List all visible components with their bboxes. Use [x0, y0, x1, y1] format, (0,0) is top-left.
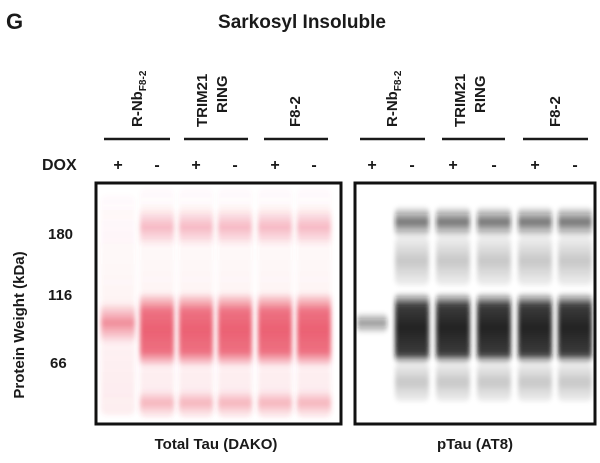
- band-at8-smear-2: [436, 236, 470, 286]
- dox-label: DOX: [42, 157, 77, 174]
- lane-group-labels: R-NbF8-2 TRIM21 RING F8-2 R-NbF8-2 TRIM21 RING…: [129, 70, 564, 127]
- dox-sign-1-2: +: [448, 157, 457, 174]
- band-at8-main-5: [558, 292, 592, 364]
- band-at8-smear-5: [558, 236, 592, 286]
- panel-letter: G: [6, 9, 23, 34]
- group-label-0-0: R-NbF8-2: [129, 70, 149, 127]
- band-dako-low-4: [258, 390, 292, 416]
- band-dako-low-5: [297, 390, 331, 416]
- group-label-1-2: F8-2: [547, 96, 564, 127]
- marker-180: 180: [48, 226, 73, 243]
- band-at8-main-0: [357, 312, 387, 334]
- band-at8-tail-3: [477, 362, 511, 402]
- dox-sign-1-3: -: [491, 157, 496, 174]
- band-at8-high-1: [395, 206, 429, 238]
- dox-sign-1-1: -: [409, 157, 414, 174]
- band-dako-smear-0: [101, 195, 135, 415]
- band-dako-smear-4: [258, 188, 292, 418]
- dox-sign-0-1: -: [154, 157, 159, 174]
- band-at8-main-3: [477, 292, 511, 364]
- band-dako-smear-5: [297, 188, 331, 418]
- dox-sign-0-2: +: [191, 157, 200, 174]
- dox-sign-1-5: -: [572, 157, 577, 174]
- band-at8-high-5: [558, 206, 592, 238]
- group-label-0-1: TRIM21: [194, 74, 211, 127]
- group-label-line2-0-1: RING: [214, 76, 231, 114]
- blot-frame-ptau: [353, 181, 597, 426]
- band-dako-smear-3: [218, 188, 252, 418]
- marker-116: 116: [48, 287, 72, 304]
- band-at8-tail-1: [395, 362, 429, 402]
- dox-signs: + - + - + - + - + - + -: [113, 157, 577, 174]
- dox-sign-0-0: +: [113, 157, 122, 174]
- blot-lanes: [101, 188, 592, 418]
- band-at8-main-2: [436, 292, 470, 364]
- band-at8-tail-2: [436, 362, 470, 402]
- dox-sign-0-4: +: [270, 157, 279, 174]
- caption-total-tau: Total Tau (DAKO): [155, 436, 278, 453]
- band-at8-tail-4: [518, 362, 552, 402]
- band-dako-smear-2: [179, 188, 213, 418]
- figure-title: Sarkosyl Insoluble: [218, 12, 386, 33]
- band-at8-high-2: [436, 206, 470, 238]
- group-label-1-0: R-NbF8-2: [384, 70, 404, 127]
- band-at8-smear-3: [477, 236, 511, 286]
- band-at8-high-3: [477, 206, 511, 238]
- group-label-subscript: F8-2: [393, 70, 404, 91]
- band-at8-main-1: [395, 292, 429, 364]
- group-label-1-1: TRIM21: [452, 74, 469, 127]
- marker-66: 66: [50, 355, 67, 372]
- caption-ptau: pTau (AT8): [437, 436, 513, 453]
- group-label-0-2: F8-2: [287, 96, 304, 127]
- band-at8-main-4: [518, 292, 552, 364]
- dox-sign-0-3: -: [232, 157, 237, 174]
- dox-sign-1-4: +: [530, 157, 539, 174]
- band-at8-smear-1: [395, 236, 429, 286]
- band-dako-low-3: [218, 390, 252, 416]
- band-dako-low-2: [179, 390, 213, 416]
- band-dako-low-1: [140, 390, 174, 416]
- dox-sign-1-0: +: [367, 157, 376, 174]
- band-at8-tail-5: [558, 362, 592, 402]
- dox-sign-0-5: -: [311, 157, 316, 174]
- band-dako-smear-1: [140, 188, 174, 418]
- group-label-line2-1-1: RING: [472, 76, 489, 114]
- y-axis-label: Protein Weight (kDa): [11, 251, 28, 398]
- group-label-subscript: F8-2: [138, 70, 149, 91]
- band-at8-high-4: [518, 206, 552, 238]
- blot-frame-total-tau: [94, 181, 343, 426]
- band-at8-smear-4: [518, 236, 552, 286]
